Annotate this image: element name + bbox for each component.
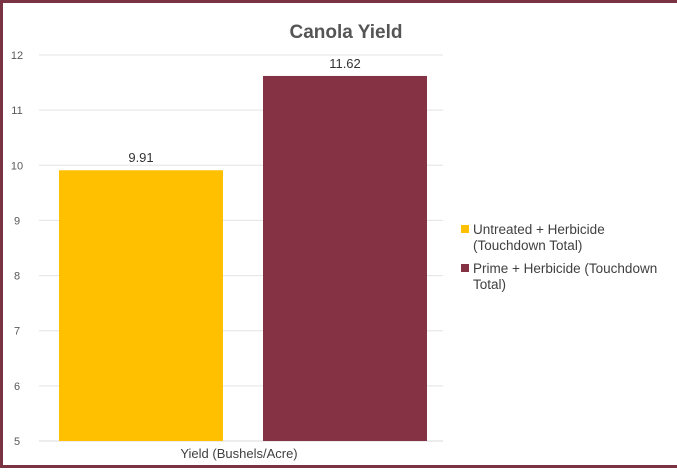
- x-axis-category-label: Yield (Bushels/Acre): [180, 446, 297, 461]
- y-axis-ticks: 5 6 7 8 9 10 11 12: [11, 50, 23, 448]
- bar-series-1: [59, 170, 223, 441]
- legend-label: Prime + Herbicide (Touchdown: [473, 261, 657, 276]
- y-tick-label: 5: [14, 436, 20, 448]
- bar-chart: Canola Yield 5 6 7 8 9 10 11 12 9.91 11.62 Yield…: [11, 22, 657, 461]
- y-tick-label: 12: [11, 50, 23, 62]
- legend: Untreated + Herbicide(Touchdown Total) Pr…: [461, 222, 657, 292]
- y-tick-label: 10: [11, 160, 23, 172]
- y-tick-label: 11: [11, 105, 22, 117]
- y-tick-label: 6: [14, 381, 20, 393]
- data-labels: 9.91 11.62: [128, 56, 360, 165]
- legend-swatch: [461, 264, 469, 272]
- legend-swatch: [461, 225, 469, 233]
- y-tick-label: 8: [14, 271, 20, 283]
- data-label: 11.62: [329, 56, 361, 71]
- legend-label: Untreated + Herbicide: [473, 222, 605, 237]
- legend-label: Total): [473, 277, 506, 292]
- data-label: 9.91: [128, 150, 153, 165]
- legend-label: (Touchdown Total): [473, 238, 582, 253]
- y-tick-label: 9: [14, 215, 20, 227]
- bar-series-2: [263, 75, 427, 441]
- bars: [59, 75, 427, 441]
- chart-title: Canola Yield: [290, 22, 403, 43]
- y-tick-label: 7: [14, 326, 20, 338]
